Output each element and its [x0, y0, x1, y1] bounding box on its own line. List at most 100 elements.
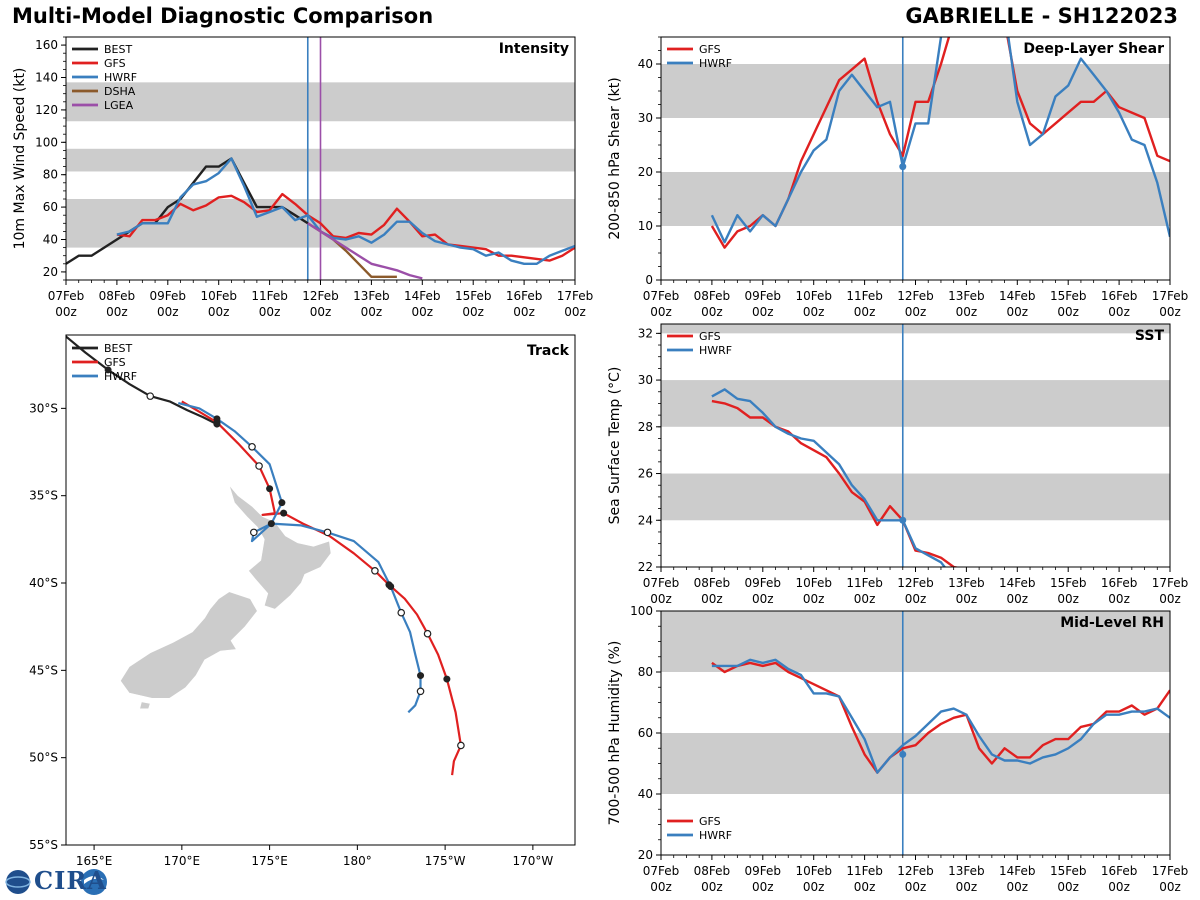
- track-point-hwrf: [397, 608, 406, 617]
- x-tick-label: 12Feb: [302, 289, 339, 303]
- x-tick-sublabel: 00z: [1057, 880, 1079, 894]
- y-tick-label: 50°S: [29, 751, 58, 765]
- panel-sst: 22 24 26 28 30 32 07Feb 00z 08Feb 00z 09Feb 00z 10Fe…: [607, 323, 1189, 606]
- x-tick-sublabel: 00z: [752, 305, 774, 319]
- series-group: [711, 388, 961, 567]
- x-tick-label: 15Feb: [1050, 864, 1087, 878]
- y-tick-label: 22: [638, 560, 653, 574]
- page-title: Multi-Model Diagnostic Comparison: [12, 4, 434, 28]
- x-tick-sublabel: 00z: [701, 880, 723, 894]
- x-tick-label: 11Feb: [846, 576, 883, 590]
- globe-icon: [5, 869, 107, 895]
- legend-label-gfs: GFS: [699, 43, 721, 56]
- legend-label-dsha: DSHA: [104, 85, 136, 98]
- panel-intensity: 20 40 60 80 100 120 140 160 07Feb 00z 08Feb 00z 09Fe…: [12, 36, 593, 319]
- track-point-best: [146, 392, 155, 400]
- track-line-hwrf: [178, 402, 422, 714]
- x-tick-sublabel: 00z: [752, 592, 774, 606]
- init-point: [899, 750, 907, 758]
- y-tick-label: 40°S: [29, 576, 58, 590]
- series-line-hwrf: [711, 658, 1170, 774]
- x-tick-sublabel: 00z: [1007, 305, 1029, 319]
- init-point: [899, 163, 907, 171]
- storm-title: GABRIELLE - SH122023: [905, 4, 1178, 28]
- legend-label-best: BEST: [104, 43, 132, 56]
- legend-label-hwrf: HWRF: [699, 829, 732, 842]
- x-tick-label: 10Feb: [200, 289, 237, 303]
- x-tick-label: 09Feb: [745, 576, 782, 590]
- x-tick-label: 09Feb: [745, 864, 782, 878]
- shaded-band: [661, 64, 1170, 118]
- x-tick-sublabel: 00z: [1057, 305, 1079, 319]
- panel-rh: 20 40 60 80 100 07Feb 00z 08Feb 00z 09Feb 00z 10Feb…: [607, 604, 1188, 894]
- x-tick-label: 170°W: [512, 854, 553, 868]
- series-group: [66, 157, 575, 280]
- track-point-gfs: [423, 629, 432, 638]
- legend-label-hwrf: HWRF: [104, 370, 137, 383]
- y-tick-label: 55°S: [29, 838, 58, 852]
- x-tick-label: 12Feb: [897, 289, 934, 303]
- x-tick-label: 15Feb: [1050, 289, 1087, 303]
- track-point-gfs: [443, 675, 451, 683]
- y-tick-label: 20: [638, 848, 653, 862]
- track-line-gfs: [181, 400, 462, 776]
- x-tick-sublabel: 00z: [1159, 592, 1181, 606]
- x-tick-sublabel: 00z: [905, 880, 927, 894]
- x-tick-sublabel: 00z: [310, 305, 332, 319]
- x-tick-sublabel: 00z: [905, 592, 927, 606]
- series-line-lgea: [307, 222, 423, 280]
- y-axis-label: 10m Max Wind Speed (kt): [12, 68, 28, 250]
- x-tick-label: 14Feb: [999, 289, 1036, 303]
- legend-label-best: BEST: [104, 342, 132, 355]
- legend-label-gfs: GFS: [699, 330, 721, 343]
- x-tick-label: 13Feb: [948, 576, 985, 590]
- x-tick-label: 14Feb: [999, 576, 1036, 590]
- x-tick-label: 15Feb: [455, 289, 492, 303]
- x-tick-label: 13Feb: [948, 289, 985, 303]
- x-tick-sublabel: 00z: [462, 305, 484, 319]
- x-tick-label: 16Feb: [1101, 289, 1138, 303]
- track-point-hwrf: [416, 687, 425, 696]
- x-tick-sublabel: 00z: [905, 305, 927, 319]
- x-tick-sublabel: 00z: [803, 880, 825, 894]
- track-point-hwrf: [213, 415, 221, 423]
- x-tick-sublabel: 00z: [956, 880, 978, 894]
- y-tick-label: 100: [630, 604, 653, 618]
- x-tick-label: 13Feb: [948, 864, 985, 878]
- x-tick-sublabel: 00z: [1007, 592, 1029, 606]
- y-tick-label: 20: [638, 165, 653, 179]
- x-tick-label: 17Feb: [1152, 576, 1189, 590]
- legend-label-hwrf: HWRF: [699, 57, 732, 70]
- y-tick-label: 40: [43, 233, 58, 247]
- y-tick-label: 20: [43, 265, 58, 279]
- series-line-hwrf: [116, 157, 575, 265]
- plot-frame: [65, 334, 576, 846]
- x-tick-label: 14Feb: [404, 289, 441, 303]
- x-tick-label: 08Feb: [694, 576, 731, 590]
- x-tick-label: 10Feb: [795, 289, 832, 303]
- track-point-hwrf: [267, 520, 275, 528]
- y-tick-label: 0: [645, 273, 653, 287]
- track-point-hwrf: [417, 672, 425, 680]
- shaded-band: [661, 473, 1170, 521]
- series-line-gfs: [711, 399, 961, 567]
- x-tick-sublabel: 00z: [513, 305, 535, 319]
- x-tick-sublabel: 00z: [854, 880, 876, 894]
- x-tick-sublabel: 00z: [1108, 305, 1130, 319]
- x-tick-label: 09Feb: [150, 289, 187, 303]
- x-tick-label: 08Feb: [694, 864, 731, 878]
- x-tick-sublabel: 00z: [1108, 880, 1130, 894]
- x-tick-sublabel: 00z: [701, 592, 723, 606]
- x-tick-sublabel: 00z: [956, 592, 978, 606]
- south-island: [120, 591, 258, 699]
- x-tick-sublabel: 00z: [650, 305, 672, 319]
- x-tick-sublabel: 00z: [803, 592, 825, 606]
- y-tick-label: 35°S: [29, 489, 58, 503]
- x-tick-label: 14Feb: [999, 864, 1036, 878]
- x-tick-sublabel: 00z: [259, 305, 281, 319]
- y-tick-label: 140: [35, 71, 58, 85]
- x-tick-label: 12Feb: [897, 864, 934, 878]
- y-tick-label: 40: [638, 787, 653, 801]
- x-tick-sublabel: 00z: [1159, 880, 1181, 894]
